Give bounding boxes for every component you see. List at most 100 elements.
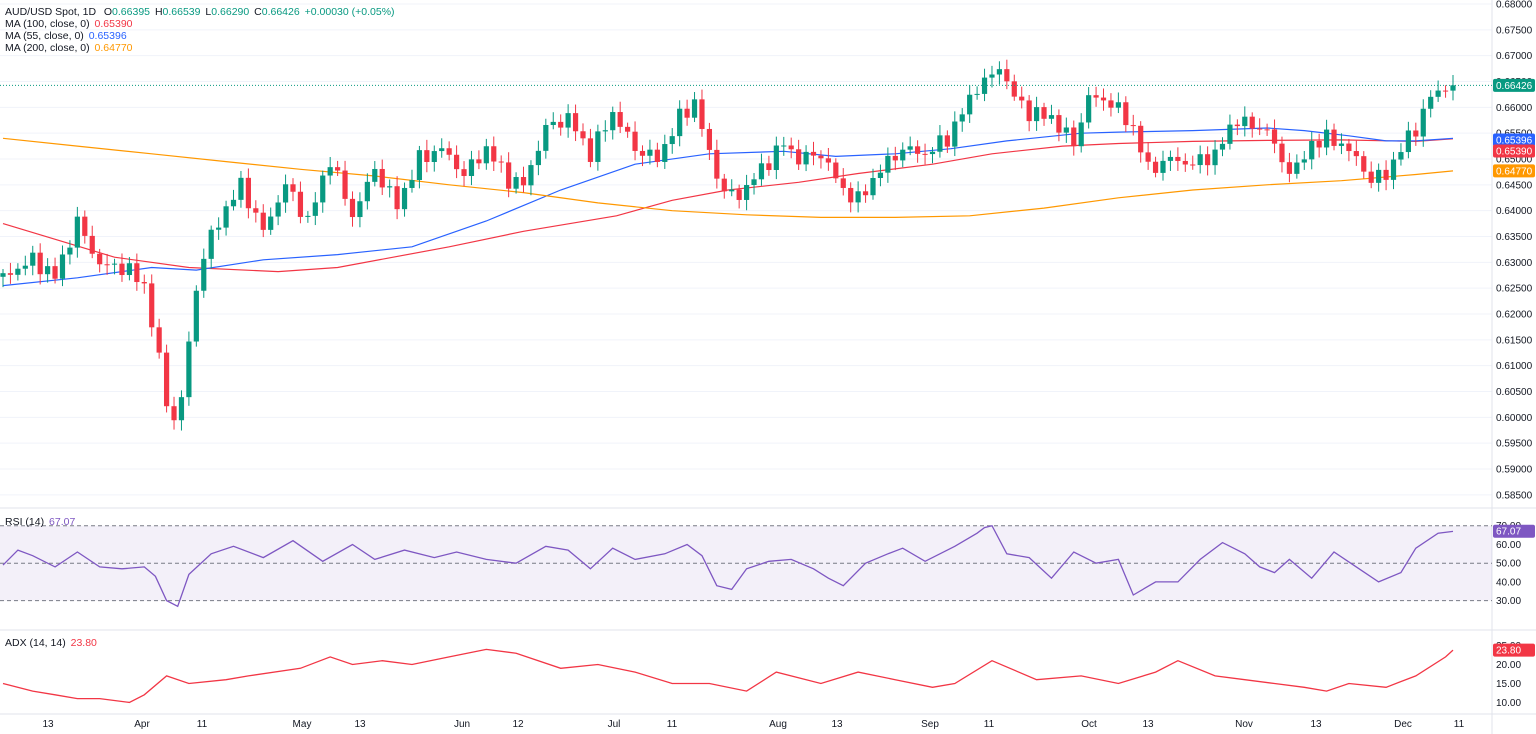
candle-body-up bbox=[22, 265, 28, 269]
candle-body-up bbox=[602, 130, 608, 132]
candle-body-down bbox=[632, 131, 638, 151]
candle-body-down bbox=[171, 406, 177, 421]
ma100-legend: MA (100, close, 0) 0.65390 bbox=[5, 18, 135, 30]
candle-body-up bbox=[565, 113, 571, 128]
price-axis[interactable]: 0.680000.675000.670000.665000.660000.655… bbox=[1493, 0, 1535, 709]
candle-body-up bbox=[669, 136, 675, 145]
candle-body-down bbox=[1175, 156, 1181, 161]
candle-body-up bbox=[1420, 108, 1426, 137]
candle-body-down bbox=[476, 159, 482, 164]
candle-body-down bbox=[1100, 97, 1107, 101]
time-tick-label: Sep bbox=[921, 719, 939, 730]
candle-body-up bbox=[647, 149, 653, 156]
candle-body-up bbox=[1309, 141, 1315, 160]
ma100-badge-bg bbox=[1493, 144, 1535, 158]
time-tick-label: Jul bbox=[608, 719, 621, 730]
candle-body-up bbox=[238, 177, 244, 200]
candle-body-up bbox=[1078, 122, 1084, 147]
time-tick-label: 13 bbox=[42, 719, 54, 730]
candle-body-down bbox=[82, 216, 88, 236]
candle-body-down bbox=[1413, 130, 1419, 137]
candle-body-down bbox=[290, 184, 296, 192]
candle-body-up bbox=[550, 121, 556, 125]
adx-tick-label: 15.00 bbox=[1496, 679, 1521, 690]
price-tick-label: 0.58500 bbox=[1496, 490, 1533, 501]
candle-body-up bbox=[1115, 102, 1121, 108]
candle-body-up bbox=[1167, 156, 1174, 161]
candle-body-down bbox=[379, 168, 385, 188]
time-tick-label: Apr bbox=[134, 719, 150, 730]
price-tick-label: 0.59500 bbox=[1496, 439, 1533, 450]
candle-body-up bbox=[989, 74, 995, 78]
rsi-value: 67.07 bbox=[49, 516, 76, 528]
price-tick-label: 0.63500 bbox=[1496, 232, 1533, 243]
candle-body-down bbox=[699, 99, 705, 129]
candle-body-up bbox=[1063, 127, 1069, 133]
candle-body-down bbox=[1205, 154, 1211, 166]
change-value: +0.00030 (+0.05%) bbox=[304, 6, 395, 18]
candle-body-up bbox=[610, 112, 616, 131]
candle-body-up bbox=[1227, 124, 1233, 144]
price-tick-label: 0.62500 bbox=[1496, 284, 1533, 295]
candle-body-down bbox=[1316, 141, 1322, 148]
candle-body-up bbox=[959, 114, 965, 122]
candle-body-down bbox=[1130, 125, 1136, 127]
adx-value: 23.80 bbox=[70, 637, 97, 649]
candle-body-down bbox=[446, 148, 452, 155]
candle-body-up bbox=[974, 93, 980, 95]
candle-body-down bbox=[1234, 124, 1240, 127]
candle-body-down bbox=[1331, 129, 1337, 146]
candle-body-up bbox=[513, 177, 519, 189]
candle-body-up bbox=[929, 151, 936, 155]
ma100-label: MA (100, close, 0) bbox=[5, 18, 90, 30]
candle-body-up bbox=[364, 181, 370, 202]
candle-body-down bbox=[1152, 161, 1159, 173]
candle-body-down bbox=[424, 150, 430, 162]
candle-body-down bbox=[706, 128, 713, 150]
rsi-tick-label: 30.00 bbox=[1496, 596, 1521, 607]
candle-body-down bbox=[922, 153, 928, 155]
candle-body-up bbox=[0, 273, 6, 277]
candle-body-up bbox=[1160, 160, 1166, 173]
price-tick-label: 0.60000 bbox=[1496, 413, 1533, 424]
candle-body-up bbox=[282, 184, 289, 203]
time-axis[interactable]: 13 Apr 11 May 13 Jun 12 Jul 11 Aug 13 Sep 11 Oct 13 Nov… bbox=[0, 713, 1536, 730]
candle-body-down bbox=[1041, 107, 1047, 119]
candle-body-down bbox=[1182, 160, 1188, 165]
price-tick-label: 0.63000 bbox=[1496, 258, 1533, 269]
symbol-title: AUD/USD Spot, 1D bbox=[5, 6, 97, 18]
candle-body-down bbox=[1108, 100, 1114, 108]
candle-body-up bbox=[967, 94, 973, 115]
candle-body-up bbox=[305, 215, 311, 217]
candle-body-down bbox=[944, 135, 950, 147]
moving-average-lines bbox=[2, 127, 1454, 287]
candle-body-up bbox=[773, 145, 779, 170]
candle-body-down bbox=[818, 155, 824, 159]
candle-body-up bbox=[885, 155, 891, 173]
price-tick-label: 0.67000 bbox=[1496, 51, 1533, 62]
time-tick-label: Dec bbox=[1394, 719, 1412, 730]
candle-body-down bbox=[149, 283, 155, 328]
candle-body-down bbox=[558, 121, 564, 128]
candle-body-down bbox=[1071, 127, 1077, 147]
candle-body-up bbox=[312, 202, 318, 216]
candle-body-down bbox=[1286, 162, 1293, 174]
candle-body-down bbox=[572, 113, 579, 132]
candle-body-down bbox=[260, 212, 266, 230]
candle-body-up bbox=[528, 165, 534, 186]
candle-body-up bbox=[758, 163, 765, 180]
candle-body-up bbox=[1242, 116, 1248, 127]
candlesticks bbox=[0, 59, 1456, 431]
candle-body-up bbox=[74, 216, 80, 248]
candle-body-up bbox=[1212, 149, 1218, 166]
candle-body-down bbox=[1346, 143, 1352, 152]
adx-tick-label: 20.00 bbox=[1496, 660, 1521, 671]
ma55-label: MA (55, close, 0) bbox=[5, 30, 84, 42]
candle-body-up bbox=[111, 263, 118, 265]
candle-body-up bbox=[595, 131, 601, 162]
candle-body-down bbox=[617, 112, 623, 127]
time-tick-label: Aug bbox=[769, 719, 787, 730]
time-tick-label: May bbox=[293, 719, 312, 730]
close-value: 0.66426 bbox=[261, 6, 300, 18]
